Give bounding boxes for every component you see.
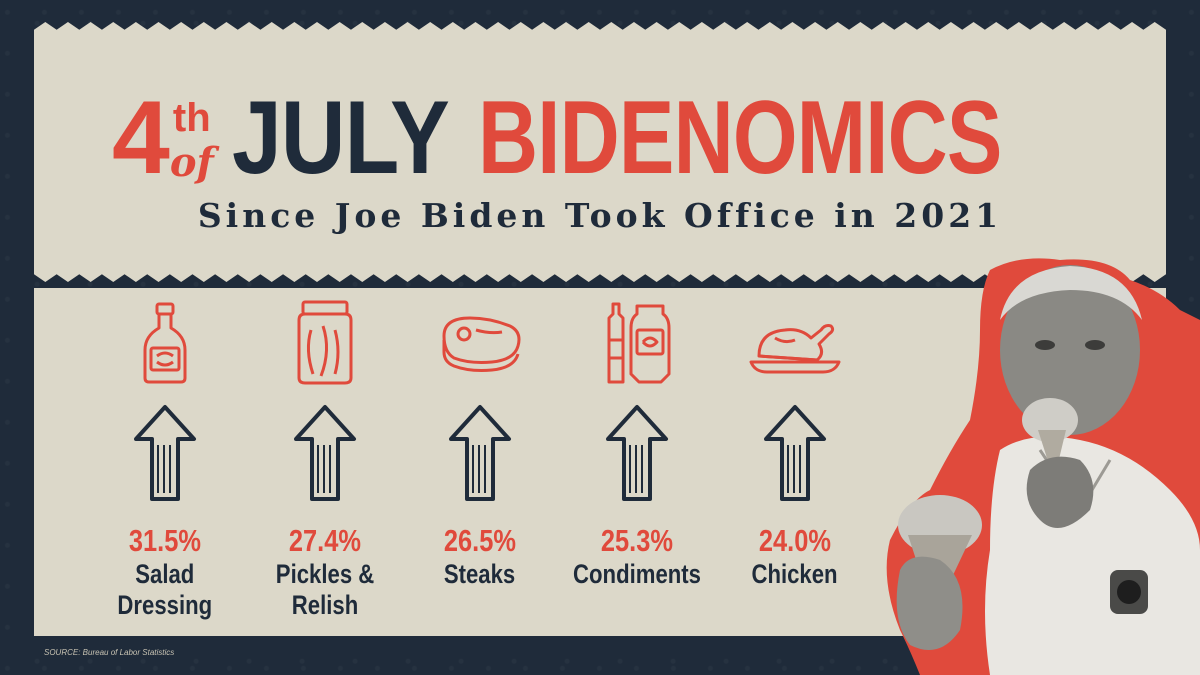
item-label: Condiments [573, 559, 701, 589]
list-item: 31.5% Salad Dressing [85, 300, 245, 621]
price-increase-list: 31.5% Salad Dressing 27.4% Pickles & Rel… [85, 300, 885, 630]
title-number: 4 [112, 80, 170, 196]
list-item: 25.3% Condiments [557, 300, 717, 590]
title-july: JULY [231, 80, 450, 196]
person-eating-ice-cream-photo [886, 258, 1200, 675]
salad-dressing-bottle-icon [143, 302, 187, 384]
up-arrow-icon [764, 405, 826, 501]
item-label: Salad Dressing [117, 559, 213, 620]
percent-value: 24.0% [758, 523, 832, 558]
subtitle: Since Joe Biden Took Office in 2021 [197, 196, 1003, 235]
item-label: Pickles & Relish [275, 559, 375, 620]
percent-value: 26.5% [443, 523, 517, 558]
roast-chicken-icon [749, 324, 841, 374]
up-arrow-icon [294, 405, 356, 501]
up-arrow-icon [134, 405, 196, 501]
condiment-bottles-icon [607, 302, 671, 384]
source-note: SOURCE: Bureau of Labor Statistics [44, 648, 175, 657]
item-label: Steaks [444, 559, 516, 589]
page-title: 4 th of JULY BIDENOMICS [112, 78, 1132, 196]
steak-icon [442, 316, 521, 372]
up-arrow-icon [606, 405, 668, 501]
pickle-jar-icon [297, 300, 353, 385]
list-item: 26.5% Steaks [400, 300, 560, 590]
percent-value: 31.5% [128, 523, 202, 558]
title-banner [34, 22, 1166, 282]
title-of: of [169, 139, 214, 186]
list-item: 24.0% Chicken [715, 300, 875, 590]
title-ordinal-group: th of [170, 98, 214, 188]
item-label: Chicken [751, 559, 839, 589]
title-bidenomics: BIDENOMICS [477, 80, 1002, 196]
percent-value: 27.4% [288, 523, 362, 558]
title-ordinal: th [172, 96, 211, 140]
up-arrow-icon [449, 405, 511, 501]
percent-value: 25.3% [600, 523, 674, 558]
list-item: 27.4% Pickles & Relish [245, 300, 405, 621]
